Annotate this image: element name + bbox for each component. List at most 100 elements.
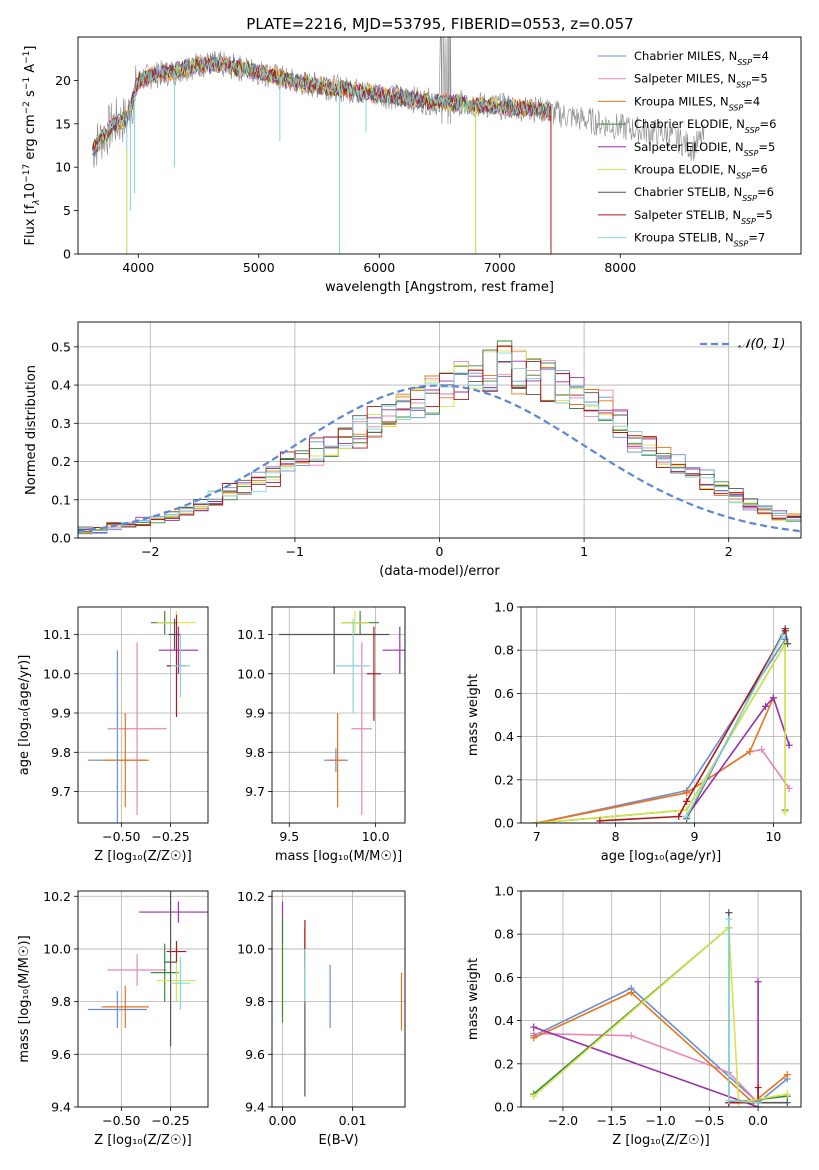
axes-frame: [77, 36, 802, 255]
legend-series-name: Salpeter ELODIE,: [634, 140, 735, 154]
legend-entry: Kroupa ELODIE, NSSP=6: [634, 163, 768, 181]
axes-frame: [271, 606, 406, 824]
mass-weight-marker: [762, 702, 770, 710]
spectrum-y-label: Flux [fλ10−17 erg cm−2 s−1 A−1]: [22, 46, 42, 246]
mass-weight-line: [533, 1032, 759, 1104]
errorbars: [278, 607, 405, 816]
mass-weight-marker: [783, 1071, 791, 1079]
legend-nssp-value: =6: [751, 163, 768, 177]
mass-weight-marker: [725, 909, 733, 917]
y-tick-label: 0.2: [51, 454, 71, 469]
legend-n: N: [727, 163, 736, 177]
y-tick-label: 9.6: [51, 1047, 71, 1062]
x-tick-label: 0: [436, 544, 444, 559]
y-tick-label: 9.9: [245, 706, 265, 721]
mass-weight-marker: [754, 978, 762, 986]
mass-vs-Z-y-label: mass [log₁₀(M/M☉)]: [17, 935, 32, 1062]
legend-entry: Kroupa MILES, NSSP=4: [634, 94, 760, 112]
y-tick-label: 20: [55, 73, 71, 88]
mass-weight-marker: [785, 784, 793, 792]
y-label-part: λ: [32, 199, 42, 205]
legend-n: N: [734, 185, 743, 199]
y-label-part: 10: [23, 183, 38, 200]
mass-weight-marker: [754, 1084, 762, 1092]
y-tick-label: 10.0: [237, 666, 265, 681]
y-tick-label: 0.8: [494, 927, 514, 942]
y-tick-label: 15: [55, 116, 71, 131]
x-tick-label: −1: [286, 544, 304, 559]
mass-weight-marker: [754, 1099, 762, 1107]
legend-n: N: [736, 117, 745, 131]
legend-series-name: Kroupa ELODIE,: [634, 163, 727, 177]
mass-weight-marker: [675, 813, 683, 821]
age-vs-Z-panel: −0.50 −0.25 9.7 9.8 9.9 10.0 10.1 Z [log₁₀(Z/Z☉…: [17, 606, 209, 864]
massweight-vs-age-y-label: mass weight: [466, 674, 481, 756]
age-vs-Z-x-label: Z [log₁₀(Z/Z☉)]: [94, 849, 191, 864]
legend-ssp: SSP: [729, 103, 744, 112]
y-tick-label: 9.4: [51, 1100, 71, 1115]
x-tick-label: 10.0: [362, 829, 390, 844]
y-tick-label: 0.2: [494, 1056, 514, 1071]
axes-frame: [77, 606, 209, 824]
legend-nssp-value: =5: [751, 72, 768, 86]
errorbar: [101, 713, 149, 808]
legend-nssp-value: =4: [752, 49, 769, 63]
mass-vs-Z-panel: −0.50 −0.25 9.4 9.6 9.8 10.0 10.2 Z [log₁₀(Z/Z☉…: [17, 889, 209, 1148]
mass-weight-marker: [627, 1032, 635, 1040]
legend-ssp: SSP: [736, 171, 751, 180]
legend-series-name: Salpeter MILES,: [634, 72, 727, 86]
y-tick-label: 0.6: [494, 970, 514, 985]
mass-vs-Z-x-label: Z [log₁₀(Z/Z☉)]: [94, 1133, 191, 1148]
mass-weight-marker: [725, 1097, 733, 1105]
y-tick-label: 0.5: [51, 339, 71, 354]
mass-weight-marker: [781, 808, 789, 816]
legend-entry: Chabrier STELIB, NSSP=6: [634, 185, 774, 203]
y-tick-label: 10.0: [43, 941, 71, 956]
residuals-x-label: (data-model)/error: [379, 564, 500, 579]
mass-weight-marker: [596, 817, 604, 823]
histograms: [78, 340, 801, 535]
y-tick-label: 9.7: [51, 784, 71, 799]
mass-weight-marker: [769, 694, 777, 702]
y-tick-label: 0.3: [51, 416, 71, 431]
x-tick-label: −2: [141, 544, 159, 559]
errorbar: [335, 618, 371, 714]
y-tick-label: 0.4: [494, 1013, 514, 1028]
massweight-vs-Z-x-label: Z [log₁₀(Z/Z☉)]: [612, 1133, 709, 1148]
y-tick-label: 10.1: [237, 627, 265, 642]
y-tick-label: 9.8: [245, 745, 265, 760]
mass-weight-marker: [785, 741, 793, 749]
y-label-part: −17: [22, 164, 32, 183]
legend-n: N: [729, 49, 738, 63]
y-tick-label: 10.2: [237, 889, 265, 904]
legend-series-name: Salpeter STELIB,: [634, 208, 732, 222]
y-label-part: −1: [22, 77, 32, 90]
x-tick-label: 10: [765, 829, 781, 844]
mass-weight-marker: [758, 746, 766, 754]
massweight-vs-Z-panel: −2.0 −1.5 −1.0 −0.5 0.0 0.0 0.2 0.4 0.6 0.8 1.0 Z […: [466, 884, 802, 1148]
y-label-part: erg cm: [23, 114, 38, 163]
spectrum-panel: 4000 5000 6000 7000 8000 0 5 10 15 20 wavelength […: [22, 36, 802, 295]
age-vs-mass-panel: 9.5 10.0 9.7 9.8 9.9 10.0 10.1 mass [log₁₀(M/M☉…: [237, 606, 406, 864]
errorbars: [87, 610, 199, 823]
errorbar: [107, 642, 167, 816]
massweight-vs-age-x-label: age [log₁₀(age/yr)]: [601, 849, 722, 864]
y-tick-label: 9.7: [245, 784, 265, 799]
x-tick-label: −0.25: [151, 1113, 189, 1128]
y-tick-label: 10.2: [43, 889, 71, 904]
legend-entry: Chabrier MILES, NSSP=4: [634, 49, 769, 67]
y-tick-label: 0: [63, 247, 71, 262]
errorbar: [107, 954, 167, 986]
legend-ssp: SSP: [744, 148, 759, 157]
errorbar: [341, 610, 369, 635]
y-tick-label: 1.0: [494, 600, 514, 615]
mass-weight-line: [536, 640, 786, 823]
mass-weight-marker: [683, 789, 691, 797]
mass-weight-line: [599, 630, 786, 822]
legend-ssp: SSP: [742, 194, 757, 203]
y-tick-label: 0.4: [51, 378, 71, 393]
mass-weight-lines: [533, 625, 793, 823]
y-tick-label: 9.8: [51, 994, 71, 1009]
legend-entry: Salpeter MILES, NSSP=5: [634, 72, 768, 90]
errorbar: [351, 642, 373, 816]
